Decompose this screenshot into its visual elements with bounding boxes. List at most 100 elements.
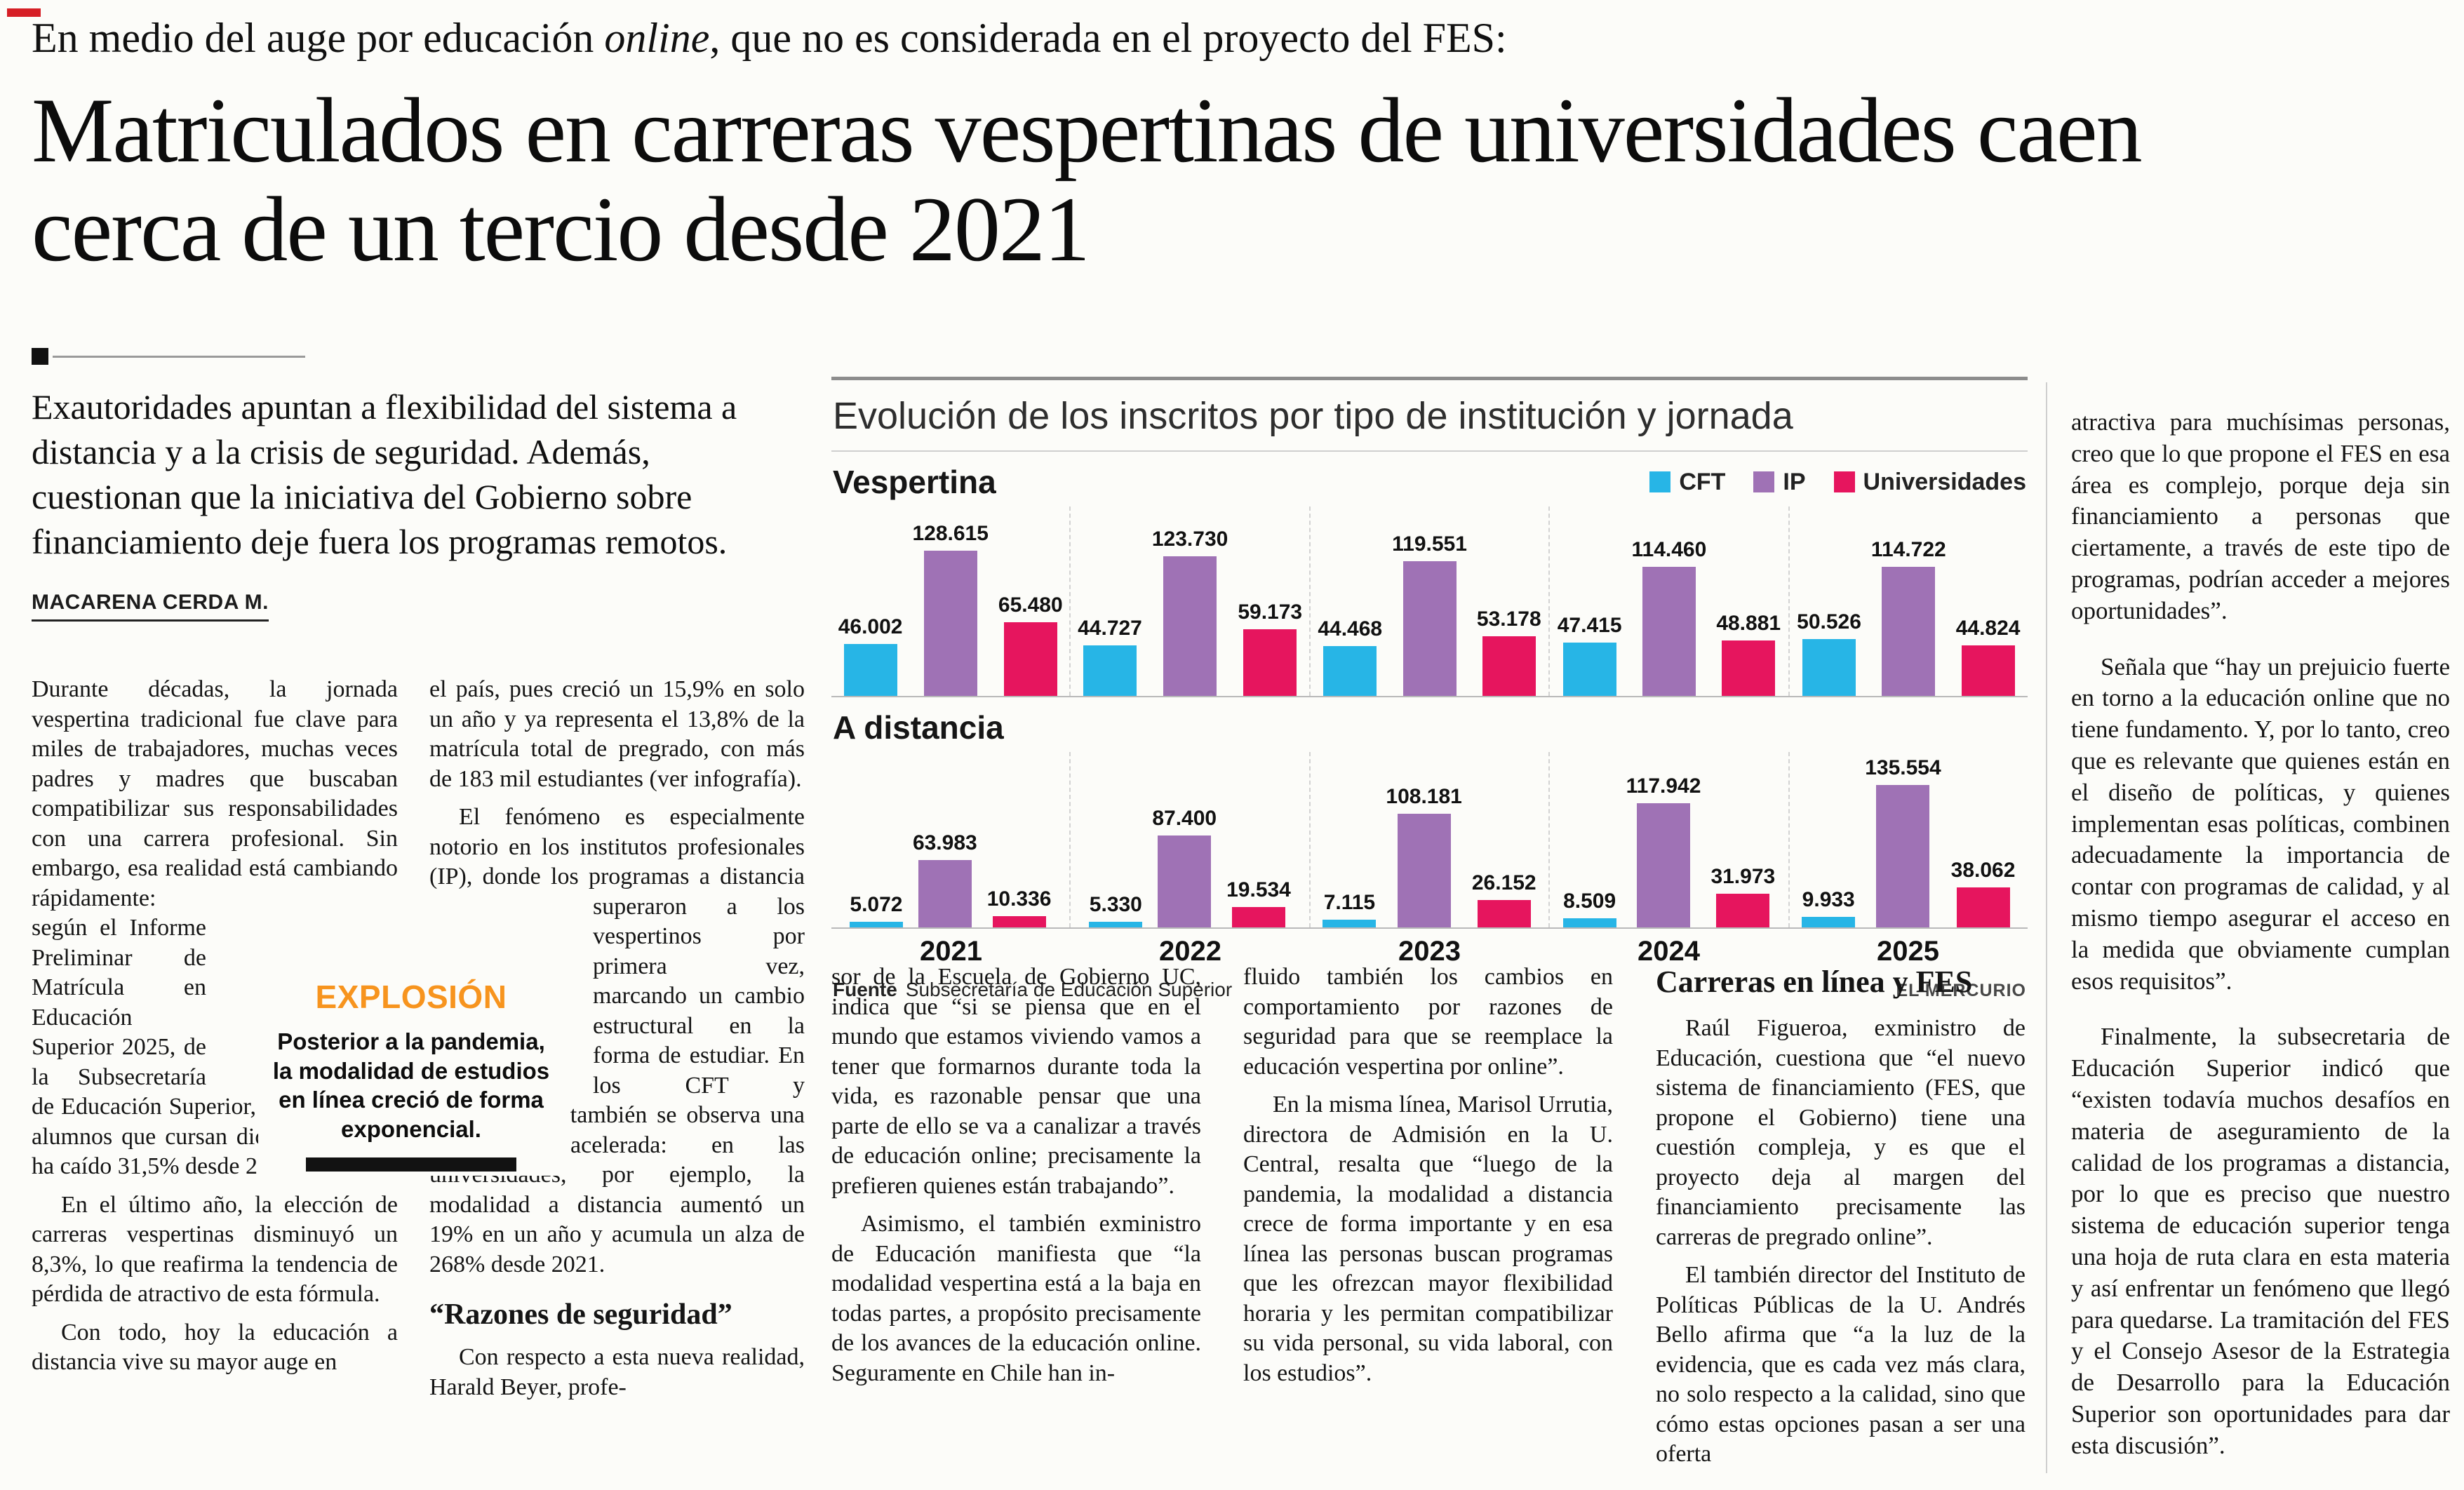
bar-ip [1637,803,1691,927]
paragraph: el país, pues creció un 15,9% en solo un… [429,676,805,792]
bar-group-2024: 8.509 117.942 31.973 [1550,752,1790,927]
bar-value-label: 19.534 [1226,878,1291,901]
bar-value-label: 44.727 [1078,617,1142,640]
bar-cell: 44.468 [1318,617,1382,696]
bar-value-label: 50.526 [1797,610,1861,633]
bar-value-label: 38.062 [1950,859,2016,882]
bar-cell: 128.615 [912,522,989,696]
highlight-box-title: EXPLOSIÓN [315,979,507,1015]
paragraph: En el último año, la elección de carrera… [32,1191,398,1308]
bar-cell: 7.115 [1323,891,1377,927]
bar-cell: 63.983 [913,831,977,927]
highlight-box-rule [306,1157,516,1172]
source-text: Subsecretaría de Educación Superior [905,979,1233,1000]
bar-cell: 5.330 [1089,893,1143,927]
bar-cell: 53.178 [1477,608,1541,696]
body-column-5: Carreras en línea y FES Raúl Figueroa, e… [1656,962,2026,1480]
bar-cell: 59.173 [1238,600,1302,696]
paragraph-text: cambiando rápidamente: según el Informe … [32,855,398,1179]
bar-cell: 119.551 [1392,532,1467,696]
bar-cell: 38.062 [1950,859,2016,927]
bar-group-2024: 47.415 114.460 48.881 [1550,506,1790,696]
kicker-text-after: , que no es considerada en el proyecto d… [709,15,1507,61]
legend-item-ip: IP [1753,468,1806,496]
legend-swatch [1833,471,1855,492]
chart-title: Evolución de los inscritos por tipo de i… [831,380,2028,452]
body-column-1: Durante décadas, la jornada vespertina t… [32,675,398,1479]
highlight-box: EXPLOSIÓN Posterior a la pandemia, la mo… [258,974,564,1176]
article-header: En medio del auge por educación online, … [32,14,2438,341]
bar-value-label: 48.881 [1716,612,1781,635]
bar-cft [1802,917,1856,927]
legend-item-cft: CFT [1649,469,1725,496]
body-column-6: atractiva para muchísimas personas, creo… [2071,382,2450,1480]
bar-group-2025: 50.526 114.722 44.824 [1790,506,2028,696]
panel-header-vespertina: Vespertina CFT IP Universidades [831,452,2028,506]
bar-universidades [1482,636,1536,696]
bar-cell: 5.072 [849,893,903,927]
bar-cell: 9.933 [1802,888,1856,927]
bar-universidades [1961,645,2015,696]
paragraph: Señala que “hay un prejuicio fuerte en t… [2071,652,2450,995]
bar-value-label: 87.400 [1152,807,1217,830]
lead-square-bullet [32,348,48,365]
paragraph: Con todo, hoy la educación a distancia v… [32,1319,398,1376]
column-divider-rule [2046,382,2047,1473]
bar-cell: 117.942 [1626,774,1701,927]
panel-label: Vespertina [833,464,996,500]
lead-text: Exautoridades apuntan a flexibilidad del… [32,387,737,561]
paragraph: Raúl Figueroa, exministro de Educación, … [1656,1015,2026,1250]
bar-value-label: 117.942 [1626,774,1701,798]
bar-value-label: 44.824 [1955,617,2021,640]
legend-swatch [1649,471,1671,492]
legend-label: IP [1783,468,1806,495]
bar-value-label: 65.480 [998,593,1063,617]
bar-cft [1323,920,1377,927]
axis-year-label: 2021 [920,936,982,967]
bar-group-2025: 9.933 135.554 38.062 [1790,752,2028,927]
bar-value-label: 9.933 [1802,888,1855,911]
bars-panel-vespertina: 46.002 128.615 65.480 44.727 123.730 59.173 44… [831,506,2028,697]
bar-value-label: 114.460 [1631,538,1707,561]
paragraph: atractiva para muchísimas personas, creo… [2071,408,2450,624]
bar-universidades [1477,900,1531,927]
bar-cft [1562,643,1616,696]
bar-cft [843,644,897,696]
bar-value-label: 5.072 [850,893,903,916]
bar-value-label: 10.336 [986,887,1052,911]
body-column-4: fluido también los cambios en comportami… [1243,962,1613,1480]
bar-ip [1402,561,1457,696]
paragraph: En la misma línea, Marisol Urrutia, dire… [1243,1092,1613,1386]
body-column-3: sor de la Escuela de Gobierno UC, indica… [831,962,1201,1480]
newspaper-credit: EL MERCURIO [1896,981,2026,1000]
bar-cell: 44.824 [1955,617,2021,696]
axis-year-label: 2024 [1638,936,1700,967]
paragraph: fluido también los cambios en comportami… [1243,964,1613,1080]
bar-value-label: 8.509 [1563,890,1616,913]
bar-value-label: 135.554 [1865,756,1941,779]
bar-cell: 65.480 [998,593,1063,696]
bar-value-label: 44.468 [1318,617,1383,640]
bar-cell: 47.415 [1558,614,1622,696]
highlight-box-text: Posterior a la pandemia, la modalidad de… [272,1028,550,1142]
legend-label: Universidades [1863,468,2026,495]
bar-universidades [1722,640,1776,696]
bar-cell: 46.002 [838,615,902,696]
bar-cft [1083,645,1137,696]
bar-ip [1163,556,1217,696]
legend-item-universidades: Universidades [1833,468,2026,496]
bar-ip [1642,567,1696,696]
bar-universidades [1956,887,2010,927]
bar-cell: 114.460 [1631,538,1707,696]
bar-value-label: 123.730 [1151,528,1228,551]
bar-cell: 114.722 [1871,538,1946,696]
bar-group-2022: 44.727 123.730 59.173 [1071,506,1311,696]
paragraph: Con respecto a esta nueva realidad, Hara… [429,1344,805,1400]
page-title: Matriculados en carreras vespertinas de … [32,79,2143,281]
bar-value-label: 128.615 [912,522,989,545]
bar-cft [1323,646,1377,696]
legend-swatch [1753,471,1775,492]
x-axis-years: 2021 2022 2023 2024 2025 [831,929,2028,970]
bar-universidades [992,916,1046,927]
bar-universidades [1243,629,1297,696]
